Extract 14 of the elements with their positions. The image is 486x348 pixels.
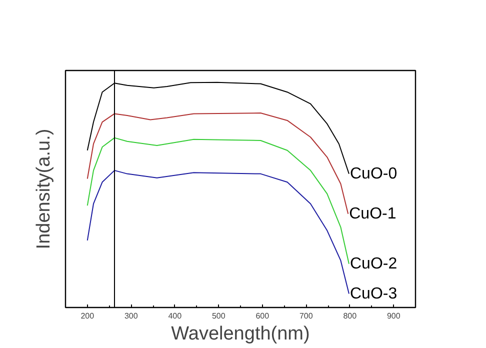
x-axis-title: Wavelength(nm) [171,324,310,344]
x-tick-label: 700 [299,312,314,320]
series-label: CuO-1 [349,205,396,222]
x-tick-label: 900 [386,312,401,320]
x-tick-label: 500 [212,312,226,320]
x-tick-label: 600 [256,312,270,320]
x-tick-label: 300 [124,312,138,320]
x-tick-label: 400 [168,312,182,320]
x-tick-label: 800 [343,312,358,320]
series-label: CuO-2 [350,255,398,272]
x-tick-label: 200 [80,312,95,320]
series-label: CuO-0 [350,165,398,182]
y-axis-title: Indensity(a.u.) [34,128,54,250]
series-label: CuO-3 [350,285,398,302]
